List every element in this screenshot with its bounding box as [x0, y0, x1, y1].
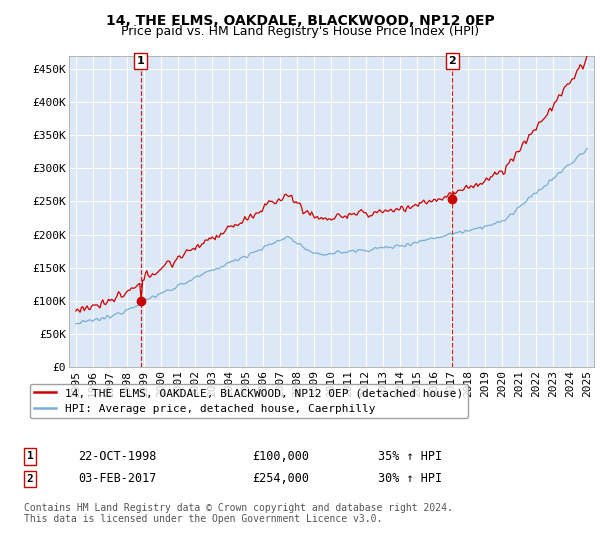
- Text: Price paid vs. HM Land Registry's House Price Index (HPI): Price paid vs. HM Land Registry's House …: [121, 25, 479, 38]
- Text: 1: 1: [137, 56, 145, 66]
- Legend: 14, THE ELMS, OAKDALE, BLACKWOOD, NP12 0EP (detached house), HPI: Average price,: 14, THE ELMS, OAKDALE, BLACKWOOD, NP12 0…: [29, 384, 468, 418]
- Text: 03-FEB-2017: 03-FEB-2017: [78, 472, 157, 486]
- Text: 22-OCT-1998: 22-OCT-1998: [78, 450, 157, 463]
- Text: £254,000: £254,000: [252, 472, 309, 486]
- Text: £100,000: £100,000: [252, 450, 309, 463]
- Text: 2: 2: [26, 474, 34, 484]
- Text: Contains HM Land Registry data © Crown copyright and database right 2024.
This d: Contains HM Land Registry data © Crown c…: [24, 503, 453, 525]
- Text: 2: 2: [448, 56, 456, 66]
- Text: 1: 1: [26, 451, 34, 461]
- Text: 35% ↑ HPI: 35% ↑ HPI: [378, 450, 442, 463]
- Text: 30% ↑ HPI: 30% ↑ HPI: [378, 472, 442, 486]
- Text: 14, THE ELMS, OAKDALE, BLACKWOOD, NP12 0EP: 14, THE ELMS, OAKDALE, BLACKWOOD, NP12 0…: [106, 14, 494, 28]
